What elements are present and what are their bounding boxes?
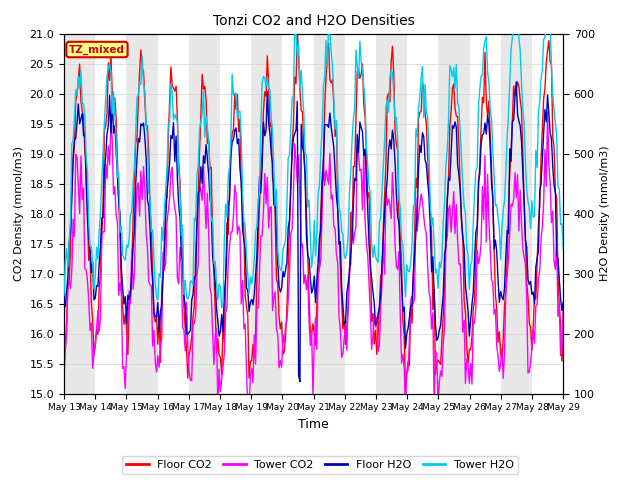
Bar: [189, 34, 252, 394]
Bar: [95, 34, 127, 394]
Y-axis label: CO2 Density (mmol/m3): CO2 Density (mmol/m3): [14, 146, 24, 281]
Bar: [470, 34, 501, 394]
Bar: [438, 34, 501, 394]
Bar: [376, 34, 438, 394]
Bar: [438, 34, 470, 394]
Bar: [314, 34, 376, 394]
Legend: Floor CO2, Tower CO2, Floor H2O, Tower H2O: Floor CO2, Tower CO2, Floor H2O, Tower H…: [122, 456, 518, 474]
Bar: [314, 34, 345, 394]
Text: TZ_mixed: TZ_mixed: [69, 44, 125, 55]
Bar: [127, 34, 189, 394]
Bar: [64, 34, 95, 394]
Title: Tonzi CO2 and H2O Densities: Tonzi CO2 and H2O Densities: [212, 14, 415, 28]
Bar: [376, 34, 407, 394]
Y-axis label: H2O Density (mmol/m3): H2O Density (mmol/m3): [600, 146, 611, 281]
Bar: [501, 34, 563, 394]
Bar: [252, 34, 314, 394]
Bar: [345, 34, 376, 394]
Bar: [64, 34, 127, 394]
Bar: [127, 34, 157, 394]
X-axis label: Time: Time: [298, 418, 329, 431]
Bar: [407, 34, 438, 394]
Bar: [282, 34, 314, 394]
Bar: [501, 34, 532, 394]
Bar: [532, 34, 563, 394]
Bar: [189, 34, 220, 394]
Bar: [345, 34, 376, 394]
Bar: [252, 34, 282, 394]
Bar: [220, 34, 251, 394]
Bar: [157, 34, 189, 394]
Bar: [532, 34, 563, 394]
Bar: [157, 34, 189, 394]
Bar: [282, 34, 314, 394]
Bar: [470, 34, 501, 394]
Bar: [220, 34, 251, 394]
Bar: [407, 34, 438, 394]
Bar: [95, 34, 127, 394]
